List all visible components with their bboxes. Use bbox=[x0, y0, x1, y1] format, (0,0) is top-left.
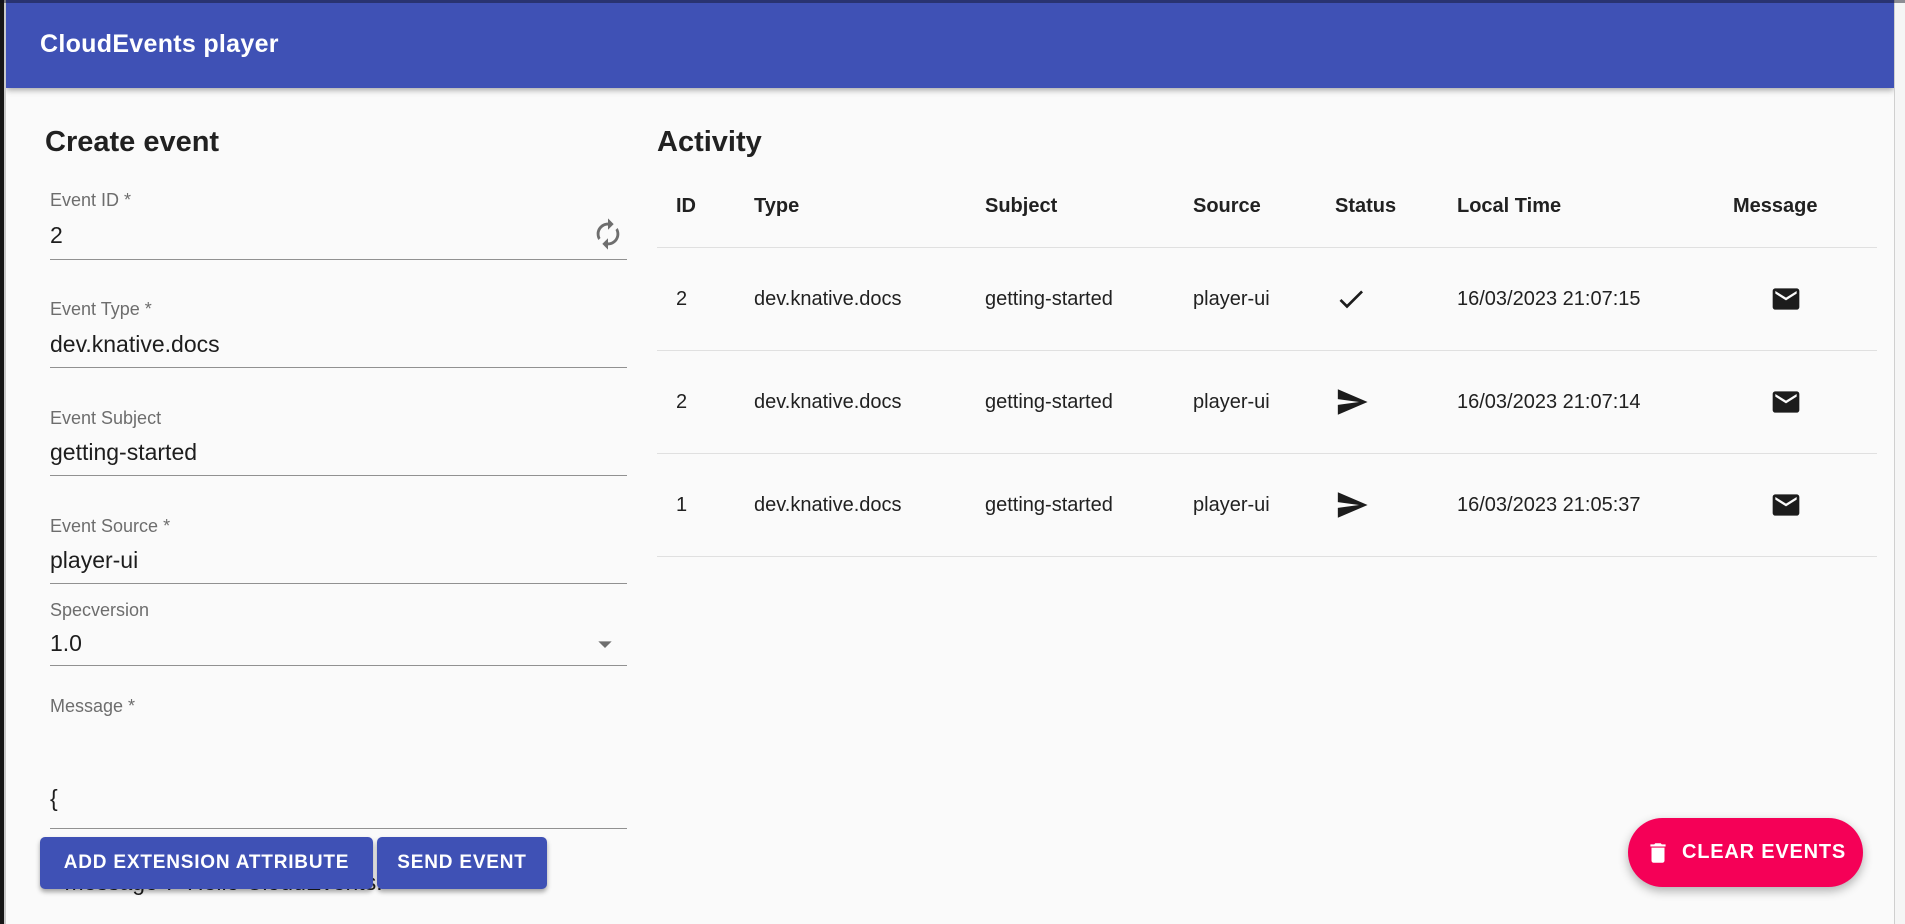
event-subject-underline bbox=[50, 475, 627, 476]
email-icon[interactable] bbox=[1768, 489, 1804, 521]
cell-type: dev.knative.docs bbox=[754, 390, 902, 413]
cell-message[interactable] bbox=[1733, 283, 1877, 315]
activity-table-header-row: ID Type Subject Source Status Local Time… bbox=[657, 166, 1877, 248]
column-header-id: ID bbox=[676, 195, 696, 217]
message-underline bbox=[50, 828, 627, 829]
message-value[interactable]: { "message": "Hello CloudEvents!" } bbox=[50, 728, 391, 924]
app-title: CloudEvents player bbox=[40, 29, 279, 58]
event-source-value[interactable]: player-ui bbox=[50, 547, 139, 573]
cell-id: 1 bbox=[676, 493, 688, 516]
cell-id: 2 bbox=[676, 390, 688, 413]
cell-type: dev.knative.docs bbox=[754, 287, 902, 310]
event-source-label: Event Source * bbox=[50, 516, 171, 536]
message-label: Message * bbox=[50, 696, 136, 716]
cell-subject: getting-started bbox=[985, 390, 1113, 413]
refresh-icon[interactable] bbox=[591, 217, 625, 251]
event-subject-value[interactable]: getting-started bbox=[50, 439, 198, 465]
message-line: { bbox=[50, 785, 58, 811]
clear-events-button[interactable]: CLEAR EVENTS bbox=[1628, 818, 1863, 887]
send-event-button[interactable]: SEND EVENT bbox=[377, 837, 547, 889]
column-header-type: Type bbox=[754, 195, 800, 217]
cell-local-time: 16/03/2023 21:07:15 bbox=[1457, 287, 1641, 310]
page-scrollbar[interactable] bbox=[1894, 0, 1905, 924]
specversion-value[interactable]: 1.0 bbox=[50, 630, 82, 656]
event-id-value[interactable]: 2 bbox=[50, 222, 63, 248]
activity-heading: Activity bbox=[657, 126, 762, 158]
event-type-underline bbox=[50, 367, 627, 368]
cell-message[interactable] bbox=[1733, 489, 1877, 521]
cell-status bbox=[1335, 283, 1457, 315]
activity-table: ID Type Subject Source Status Local Time… bbox=[657, 166, 1877, 557]
specversion-label: Specversion bbox=[50, 600, 150, 620]
cell-local-time: 16/03/2023 21:07:14 bbox=[1457, 390, 1641, 413]
column-header-local-time: Local Time bbox=[1457, 195, 1562, 217]
cell-subject: getting-started bbox=[985, 493, 1113, 516]
window-top-edge bbox=[0, 0, 1905, 3]
window-left-edge-inner bbox=[4, 0, 6, 924]
app-bar: CloudEvents player bbox=[6, 0, 1894, 88]
cell-local-time: 16/03/2023 21:05:37 bbox=[1457, 493, 1641, 516]
table-row[interactable]: 2 dev.knative.docs getting-started playe… bbox=[657, 351, 1877, 454]
cell-type: dev.knative.docs bbox=[754, 493, 902, 516]
send-icon bbox=[1337, 389, 1368, 415]
cell-message[interactable] bbox=[1733, 386, 1877, 418]
table-row[interactable]: 1 dev.knative.docs getting-started playe… bbox=[657, 454, 1877, 557]
add-extension-attribute-button[interactable]: ADD EXTENSION ATTRIBUTE bbox=[40, 837, 373, 889]
email-icon[interactable] bbox=[1768, 283, 1804, 315]
event-subject-label: Event Subject bbox=[50, 408, 162, 428]
cell-source: player-ui bbox=[1193, 493, 1270, 516]
specversion-underline bbox=[50, 665, 627, 666]
cell-status bbox=[1335, 488, 1457, 522]
cell-source: player-ui bbox=[1193, 287, 1270, 310]
column-header-message: Message bbox=[1733, 195, 1818, 217]
create-event-heading: Create event bbox=[45, 126, 220, 158]
event-id-underline bbox=[50, 259, 627, 260]
cell-source: player-ui bbox=[1193, 390, 1270, 413]
table-row[interactable]: 2 dev.knative.docs getting-started playe… bbox=[657, 248, 1877, 351]
clear-events-label: CLEAR EVENTS bbox=[1681, 841, 1847, 863]
cell-id: 2 bbox=[676, 287, 688, 310]
cell-status bbox=[1335, 385, 1457, 419]
check-icon bbox=[1339, 290, 1363, 309]
trash-icon bbox=[1650, 842, 1666, 863]
column-header-source: Source bbox=[1193, 195, 1261, 217]
event-source-underline bbox=[50, 583, 627, 584]
event-type-label: Event Type * bbox=[50, 299, 152, 319]
send-icon bbox=[1337, 492, 1368, 518]
column-header-status: Status bbox=[1335, 195, 1397, 217]
event-id-label: Event ID * bbox=[50, 190, 132, 210]
dropdown-arrow-icon[interactable] bbox=[589, 628, 621, 660]
column-header-subject: Subject bbox=[985, 195, 1058, 217]
cell-subject: getting-started bbox=[985, 287, 1113, 310]
event-type-value[interactable]: dev.knative.docs bbox=[50, 331, 220, 357]
window-left-edge bbox=[0, 0, 4, 924]
email-icon[interactable] bbox=[1768, 386, 1804, 418]
